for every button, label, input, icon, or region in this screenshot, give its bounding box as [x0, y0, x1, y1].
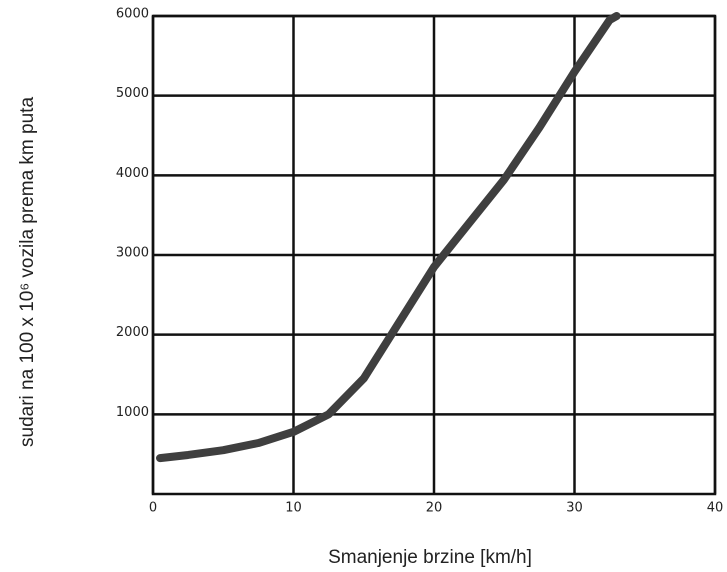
line-series	[156, 12, 621, 463]
y-tick-label: 5000	[116, 86, 149, 101]
y-tick-label: 2000	[116, 325, 149, 340]
x-tick-label: 20	[426, 501, 443, 516]
x-tick-label: 0	[149, 501, 157, 516]
y-tick-label: 1000	[116, 405, 149, 420]
x-tick-label: 10	[285, 501, 302, 516]
y-tick-label: 6000	[116, 7, 149, 22]
x-tick-label: 30	[566, 501, 583, 516]
y-tick-label: 4000	[116, 166, 149, 181]
y-tick-label: 3000	[116, 246, 149, 261]
y-axis-title: sudari na 100 x 10⁶ vozila prema km puta	[17, 97, 38, 447]
x-axis-title: Smanjenje brzine [km/h]	[328, 547, 532, 568]
x-tick-label: 40	[707, 501, 724, 516]
plot-frame	[151, 14, 717, 496]
